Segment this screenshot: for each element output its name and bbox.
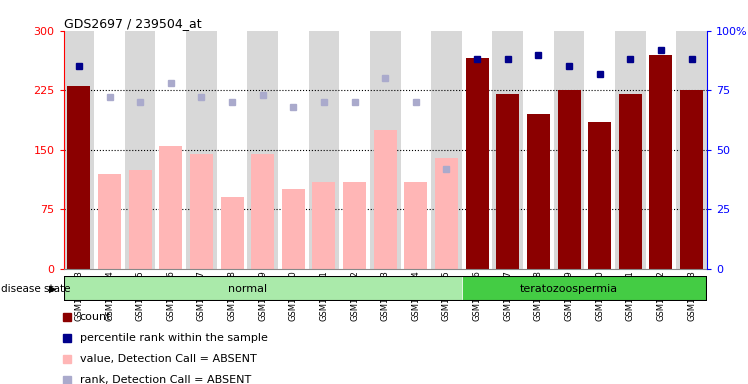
Text: percentile rank within the sample: percentile rank within the sample [79, 333, 268, 343]
Bar [98, 174, 121, 269]
Bar [251, 154, 275, 269]
Bar [646, 31, 676, 269]
Bar [217, 31, 248, 269]
Bar [309, 31, 340, 269]
Bar [554, 31, 584, 269]
Bar [462, 31, 492, 269]
Bar [313, 182, 335, 269]
Bar [278, 31, 309, 269]
Text: normal: normal [228, 284, 267, 294]
Text: ▶: ▶ [49, 284, 56, 294]
Bar [186, 31, 217, 269]
Bar [125, 31, 156, 269]
Bar [615, 31, 646, 269]
Bar [431, 31, 462, 269]
Bar [159, 146, 183, 269]
Bar [492, 31, 523, 269]
Bar [67, 86, 91, 269]
Bar [619, 94, 642, 269]
Bar [405, 182, 427, 269]
Bar [584, 31, 615, 269]
Bar [370, 31, 400, 269]
Bar [343, 182, 366, 269]
Bar [64, 31, 94, 269]
Bar [680, 90, 703, 269]
Bar [374, 130, 396, 269]
Bar [649, 55, 672, 269]
Bar [64, 276, 462, 301]
Bar [248, 31, 278, 269]
Text: value, Detection Call = ABSENT: value, Detection Call = ABSENT [79, 354, 257, 364]
Bar [400, 31, 431, 269]
Text: GDS2697 / 239504_at: GDS2697 / 239504_at [64, 17, 201, 30]
Bar [527, 114, 550, 269]
Bar [94, 31, 125, 269]
Bar [156, 31, 186, 269]
Bar [557, 90, 580, 269]
Bar [465, 58, 488, 269]
Bar [190, 154, 213, 269]
Bar [496, 94, 519, 269]
Bar [435, 158, 458, 269]
Text: rank, Detection Call = ABSENT: rank, Detection Call = ABSENT [79, 375, 251, 384]
Bar [282, 189, 304, 269]
Bar [676, 31, 707, 269]
Text: count: count [79, 312, 111, 322]
Bar [588, 122, 611, 269]
Text: teratozoospermia: teratozoospermia [520, 284, 618, 294]
Bar [221, 197, 244, 269]
Bar [462, 276, 707, 301]
Bar [129, 170, 152, 269]
Bar [523, 31, 554, 269]
Bar [340, 31, 370, 269]
Text: disease state: disease state [1, 284, 70, 294]
